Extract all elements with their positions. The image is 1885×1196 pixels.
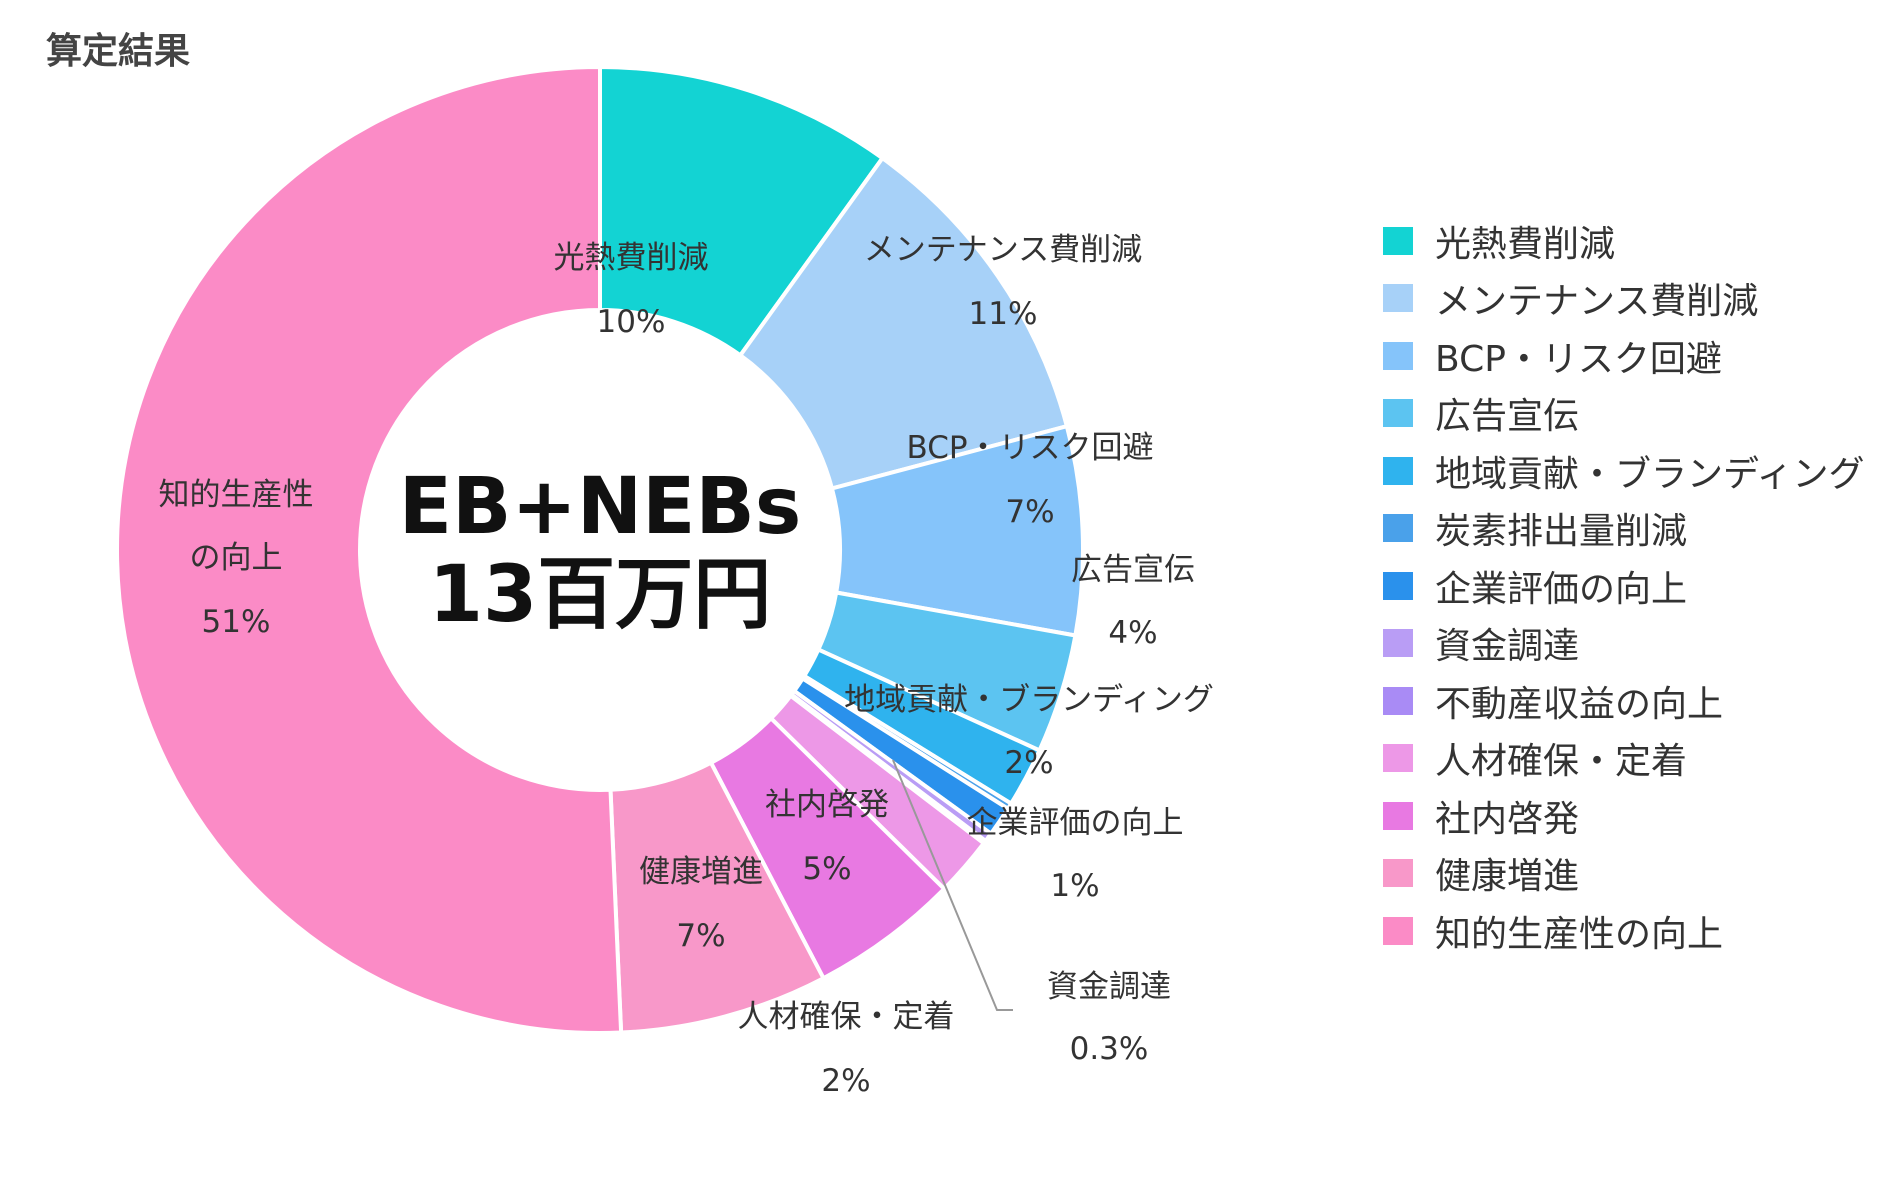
legend-item: 知的生産性の向上 bbox=[1383, 902, 1864, 960]
legend-label: 炭素排出量削減 bbox=[1435, 511, 1688, 553]
legend-swatch bbox=[1383, 399, 1413, 428]
legend-swatch bbox=[1383, 514, 1413, 543]
legend-label: 広告宣伝 bbox=[1435, 396, 1580, 438]
legend-item: 地域貢献・ブランディング bbox=[1383, 442, 1864, 500]
legend-label: 知的生産性の向上 bbox=[1435, 913, 1724, 955]
legend-label: 社内啓発 bbox=[1435, 798, 1580, 840]
slice-value-label: 10% bbox=[597, 304, 666, 340]
legend-label: 資金調達 bbox=[1435, 626, 1580, 668]
legend-item: メンテナンス費削減 bbox=[1383, 270, 1864, 328]
slice-name-label: 資金調達 bbox=[1047, 969, 1171, 1005]
legend-item: BCP・リスク回避 bbox=[1383, 327, 1864, 385]
legend-item: 炭素排出量削減 bbox=[1383, 500, 1864, 558]
slice-name-label: 光熱費削減 bbox=[554, 240, 709, 276]
legend-label: 人材確保・定着 bbox=[1435, 741, 1688, 783]
legend-swatch bbox=[1383, 226, 1413, 255]
legend-swatch bbox=[1383, 744, 1413, 773]
slice-value-label: 0.3% bbox=[1070, 1031, 1149, 1067]
slice-1 bbox=[737, 155, 1070, 491]
slice-value-label: 7% bbox=[676, 918, 725, 954]
legend-item: 広告宣伝 bbox=[1383, 385, 1864, 443]
slice-value-label: 11% bbox=[969, 296, 1038, 332]
leader-line bbox=[892, 759, 1013, 1011]
slice-0 bbox=[598, 64, 886, 359]
legend-item: 社内啓発 bbox=[1383, 787, 1864, 845]
slice-name-label: メンテナンス費削減 bbox=[864, 232, 1142, 268]
legend-item: 光熱費削減 bbox=[1383, 212, 1864, 270]
slice-value-label: 2% bbox=[821, 1063, 870, 1099]
slice-value-label: 51% bbox=[202, 604, 271, 640]
slice-name-label: 広告宣伝 bbox=[1071, 552, 1195, 588]
legend: 光熱費削減メンテナンス費削減 BCP・リスク回避 広告宣伝地域貢献・ブランディング炭… bbox=[1383, 212, 1864, 960]
chart-title: 算定結果 bbox=[46, 31, 191, 72]
legend-label: 不動産収益の向上 bbox=[1435, 683, 1724, 725]
slice-value-label: 5% bbox=[802, 851, 851, 887]
legend-label: 光熱費削減 bbox=[1435, 223, 1616, 265]
slice-name-label: 知的生産性の向上 bbox=[159, 477, 314, 576]
legend-label: 健康増進 bbox=[1435, 856, 1580, 898]
legend-swatch bbox=[1383, 456, 1413, 485]
slice-value-label: 4% bbox=[1108, 615, 1157, 651]
slice-value-label: 1% bbox=[1050, 868, 1099, 904]
legend-swatch bbox=[1383, 686, 1413, 715]
legend-label: 企業評価の向上 bbox=[1435, 568, 1688, 610]
legend-label: メンテナンス費削減 bbox=[1435, 281, 1759, 323]
legend-item: 人材確保・定着 bbox=[1383, 730, 1864, 788]
legend-label: BCP・リスク回避 bbox=[1435, 338, 1722, 380]
legend-label: 地域貢献・ブランディング bbox=[1435, 453, 1865, 495]
legend-item: 資金調達 bbox=[1383, 615, 1864, 673]
slice-value-label: 2% bbox=[1004, 745, 1053, 781]
legend-item: 健康増進 bbox=[1383, 845, 1864, 903]
slice-name-label: BCP・リスク回避 bbox=[906, 430, 1153, 466]
center-text: EB+NEBs bbox=[399, 462, 802, 552]
legend-swatch bbox=[1383, 341, 1413, 370]
slice-name-label: 社内啓発 bbox=[765, 787, 889, 823]
slice-name-label: 人材確保・定着 bbox=[738, 999, 955, 1035]
legend-item: 企業評価の向上 bbox=[1383, 557, 1864, 615]
legend-swatch bbox=[1383, 571, 1413, 600]
center-text: 13百万円 bbox=[429, 550, 772, 640]
legend-swatch bbox=[1383, 859, 1413, 888]
slice-12 bbox=[115, 64, 624, 1035]
legend-swatch bbox=[1383, 916, 1413, 945]
legend-swatch bbox=[1383, 629, 1413, 658]
legend-swatch bbox=[1383, 284, 1413, 313]
slice-value-label: 7% bbox=[1005, 494, 1054, 530]
legend-swatch bbox=[1383, 801, 1413, 830]
slice-name-label: 企業評価の向上 bbox=[967, 805, 1184, 841]
slice-name-label: 地域貢献・ブランディング bbox=[844, 682, 1214, 718]
slice-name-label: 健康増進 bbox=[639, 854, 763, 890]
legend-item: 不動産収益の向上 bbox=[1383, 672, 1864, 730]
